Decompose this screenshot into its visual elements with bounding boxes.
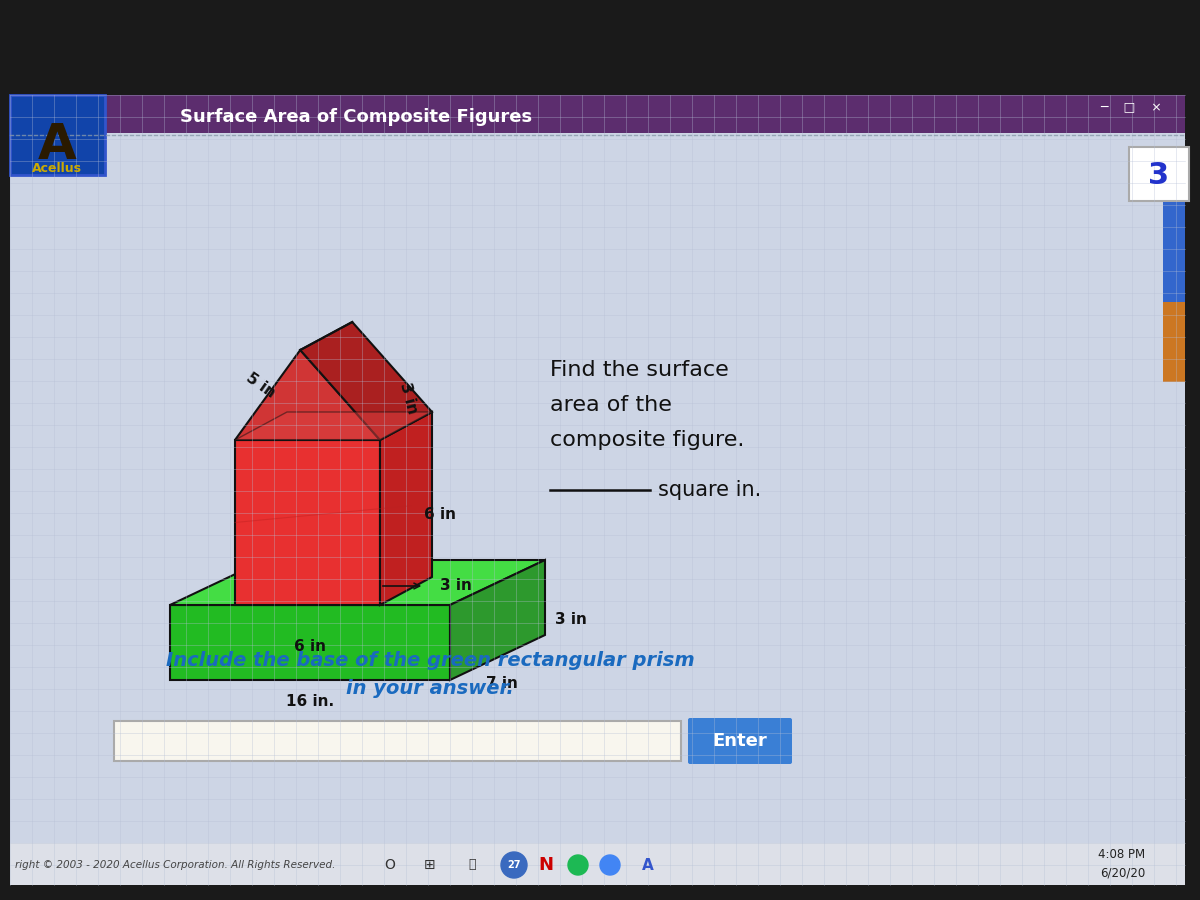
Text: N: N: [539, 856, 553, 874]
Bar: [10, 843, 1186, 885]
Circle shape: [600, 855, 620, 875]
Text: 3 in: 3 in: [440, 579, 472, 593]
Text: composite figure.: composite figure.: [550, 430, 744, 450]
Text: 7 in: 7 in: [486, 676, 518, 690]
Text: 16 in.: 16 in.: [286, 695, 334, 709]
FancyBboxPatch shape: [114, 721, 682, 761]
Circle shape: [568, 855, 588, 875]
Bar: [1163, 302, 1186, 382]
Text: 5 in: 5 in: [244, 370, 278, 400]
Bar: [10, 95, 1186, 133]
Text: 3 in: 3 in: [397, 381, 419, 415]
Text: area of the: area of the: [550, 395, 672, 415]
Text: Find the surface: Find the surface: [550, 360, 728, 380]
Polygon shape: [170, 605, 450, 680]
Bar: [1163, 202, 1186, 302]
Circle shape: [502, 852, 527, 878]
Text: A: A: [37, 121, 77, 169]
FancyBboxPatch shape: [1129, 147, 1189, 201]
Polygon shape: [300, 322, 432, 440]
Text: right © 2003 - 2020 Acellus Corporation. All Rights Reserved.: right © 2003 - 2020 Acellus Corporation.…: [14, 860, 335, 870]
Text: ⊞: ⊞: [424, 858, 436, 872]
Text: 3: 3: [1148, 160, 1170, 190]
Text: 4:08 PM: 4:08 PM: [1098, 849, 1145, 861]
Text: 6/20/20: 6/20/20: [1099, 867, 1145, 879]
Text: O: O: [384, 858, 396, 872]
Polygon shape: [235, 440, 380, 605]
Polygon shape: [235, 350, 380, 440]
Text: in your answer.: in your answer.: [346, 679, 514, 698]
Text: Enter: Enter: [713, 732, 767, 750]
FancyBboxPatch shape: [10, 95, 106, 175]
Bar: [10, 95, 1186, 885]
Polygon shape: [450, 560, 545, 680]
Text: 🛒: 🛒: [468, 859, 475, 871]
Text: Acellus: Acellus: [32, 161, 82, 175]
Text: Surface Area of Composite Figures: Surface Area of Composite Figures: [180, 108, 532, 126]
Polygon shape: [380, 412, 432, 605]
Text: 6 in: 6 in: [294, 639, 326, 653]
Text: ─    □    ×: ─ □ ×: [1100, 100, 1162, 113]
Text: 27: 27: [508, 860, 521, 870]
Text: Include the base of the green rectangular prism: Include the base of the green rectangula…: [166, 651, 695, 670]
Text: square in.: square in.: [658, 480, 761, 500]
Polygon shape: [235, 412, 432, 440]
FancyBboxPatch shape: [688, 718, 792, 764]
Polygon shape: [170, 560, 545, 605]
Text: 6 in: 6 in: [425, 507, 456, 522]
Text: 3 in: 3 in: [554, 613, 587, 627]
Text: A: A: [642, 858, 654, 872]
